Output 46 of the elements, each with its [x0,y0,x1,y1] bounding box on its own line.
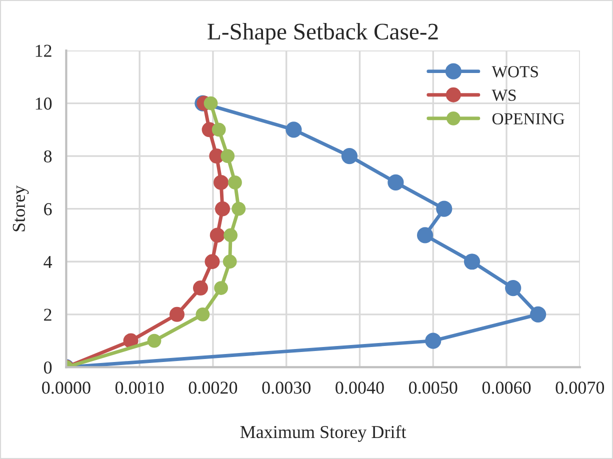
legend-label: OPENING [492,113,564,124]
point [196,307,210,322]
point [214,174,229,190]
point [222,254,237,269]
point [286,122,302,138]
y-axis-title: Storey [12,185,29,232]
x-tick-label: 0.0030 [262,382,310,394]
y-tick-label: 12 [36,44,52,57]
y-tick-label: 4 [44,256,52,268]
point [170,306,185,322]
point [505,280,522,296]
point [212,122,226,137]
x-tick-label: 0.0040 [336,382,384,394]
y-tick-label: 8 [44,150,52,162]
x-tick-label: 0.0010 [115,382,164,394]
x-tick-label: 0.0070 [556,382,604,394]
legend-label: WOTS [492,66,538,78]
point [228,176,242,190]
point [417,227,434,244]
point [204,254,220,270]
point [204,96,218,110]
point [215,201,230,216]
point [341,148,358,164]
x-axis-title: Maximum Storey Drift [240,425,406,442]
point [224,228,238,242]
y-tick-label: 6 [44,203,52,216]
point [425,332,442,349]
y-tick-label: 0 [44,361,52,374]
legend-label: WS [492,90,516,101]
x-tick-label: 0.0000 [42,382,90,394]
y-tick-label: 10 [36,98,52,110]
point [214,281,228,295]
point [388,174,404,191]
x-tick-label: 0.0060 [482,382,531,394]
point [147,334,162,348]
point [530,306,546,322]
point [220,149,235,164]
x-tick-label: 0.0050 [408,382,458,394]
chart-title: L-Shape Setback Case-2 [208,22,438,44]
point [464,254,480,270]
point [232,202,246,216]
x-tick-label: 0.0020 [188,382,238,394]
y-tick-label: 2 [44,308,52,321]
point [193,280,208,296]
point [210,228,225,243]
point [436,200,452,217]
